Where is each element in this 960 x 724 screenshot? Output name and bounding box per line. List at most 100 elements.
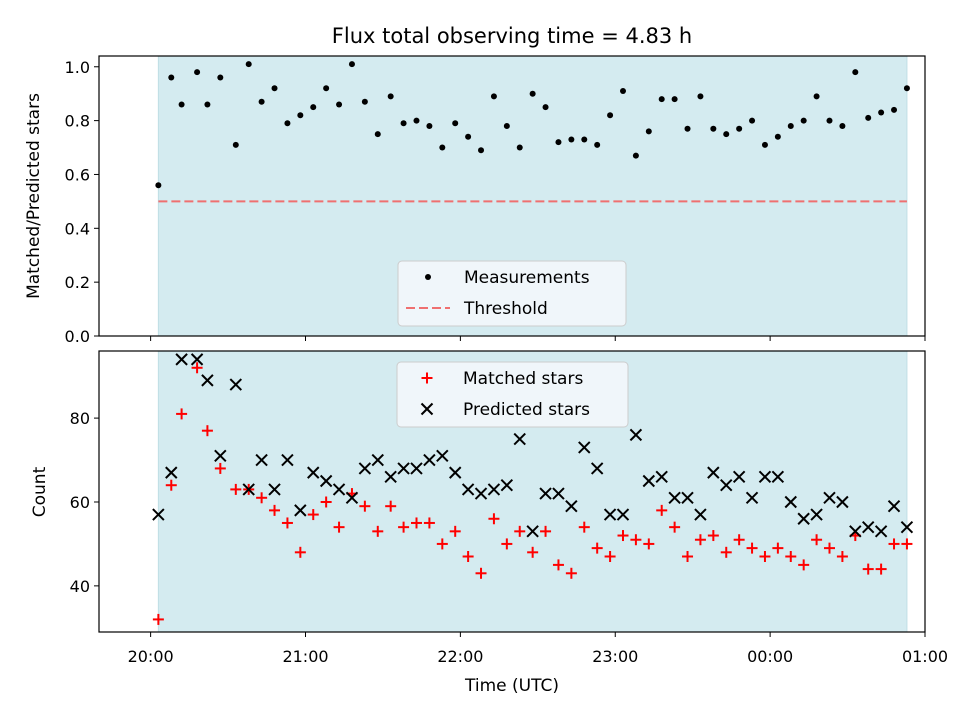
predicted-stars-point (823, 491, 836, 504)
measurement-point (232, 141, 239, 148)
matched-stars-point (488, 513, 500, 525)
top-y-axis-label: Matched/Predicted stars (24, 93, 44, 299)
matched-stars-point (875, 563, 887, 575)
matched-stars-point (617, 530, 629, 542)
measurement-point (271, 85, 278, 92)
x-axis-label: Time (UTC) (464, 676, 559, 696)
matched-stars-point (552, 559, 564, 571)
predicted-stars-point (165, 466, 178, 479)
legend-matched-marker (421, 372, 433, 384)
x-tick-label: 20:00 (128, 647, 174, 666)
y-tick-label: 0.0 (65, 327, 90, 346)
predicted-stars-point (784, 495, 797, 509)
measurement-point (555, 139, 562, 146)
measurement-point (761, 141, 768, 148)
matched-stars-point (423, 517, 435, 529)
matched-stars-point (901, 538, 913, 550)
measurement-point (155, 182, 162, 189)
x-tick-label: 00:00 (747, 647, 793, 666)
y-tick-label: 40 (70, 577, 90, 596)
matched-stars-point (214, 462, 226, 474)
measurement-point (865, 114, 872, 121)
predicted-stars-point (281, 453, 294, 467)
predicted-stars-point (242, 483, 255, 496)
predicted-stars-point (900, 520, 914, 534)
predicted-stars-point (345, 491, 359, 504)
matched-stars-point (772, 542, 784, 554)
predicted-stars-point (371, 453, 384, 467)
measurement-point (607, 112, 614, 119)
matched-stars-point (604, 551, 616, 563)
matched-stars-point (294, 546, 306, 558)
matched-stars-point (759, 551, 771, 563)
matched-stars-point (165, 479, 177, 491)
matched-stars-point (707, 530, 719, 542)
matched-stars-point (436, 538, 448, 550)
measurement-point (178, 101, 185, 108)
measurement-point (542, 104, 549, 111)
predicted-stars-point (578, 441, 591, 454)
x-tick-label: 23:00 (592, 647, 638, 666)
predicted-stars-point (397, 462, 410, 475)
predicted-stars-point (771, 470, 785, 484)
predicted-stars-point (526, 525, 539, 538)
matched-stars-point (320, 496, 332, 508)
legend-label: Threshold (463, 299, 548, 319)
axes-frame (98, 350, 926, 633)
predicted-stars-point (214, 449, 227, 463)
matched-stars-point (836, 551, 848, 563)
predicted-stars-point (887, 499, 901, 513)
predicted-stars-point (745, 491, 759, 504)
measurement-point (361, 98, 368, 105)
legend-measurement-marker (425, 274, 431, 280)
predicted-stars-point (500, 479, 514, 492)
y-tick-label: 0.4 (65, 219, 90, 238)
matched-stars-point (514, 525, 526, 537)
matched-stars-point (811, 534, 823, 546)
measurement-point (297, 112, 304, 119)
legend-predicted-marker (420, 402, 434, 416)
matched-stars-point (281, 517, 293, 529)
predicted-stars-point (152, 508, 165, 521)
predicted-stars-point (190, 353, 204, 366)
measurement-point (426, 123, 433, 129)
predicted-stars-point (423, 453, 436, 467)
predicted-stars-point (862, 520, 875, 534)
matched-stars-point (527, 546, 539, 558)
predicted-stars-point (332, 483, 346, 496)
predicted-stars-point (732, 470, 746, 484)
measurement-point (581, 136, 588, 143)
predicted-stars-point (720, 479, 733, 492)
matched-stars-point (307, 509, 319, 521)
matched-stars-point (656, 504, 668, 516)
legend: Measurements Threshold (397, 260, 627, 327)
matched-stars-point (176, 408, 188, 420)
matched-stars-point (398, 521, 410, 533)
measurement-point (774, 133, 781, 140)
predicted-stars-point (758, 470, 772, 484)
measurement-point (852, 69, 859, 76)
predicted-stars-point (436, 449, 449, 463)
predicted-stars-point (268, 483, 281, 496)
predicted-stars-point (642, 474, 656, 488)
matched-stars-point (540, 525, 552, 537)
measurement-point (374, 131, 381, 138)
y-tick-label: 0.8 (65, 112, 90, 131)
measurement-point (619, 88, 626, 94)
predicted-stars-point (707, 466, 720, 479)
predicted-stars-point (810, 508, 823, 521)
predicted-stars-point (694, 508, 707, 521)
predicted-stars-point (294, 504, 307, 517)
chart-title: Flux total observing time = 4.83 h (332, 24, 692, 48)
y-tick-label: 0.6 (65, 165, 90, 184)
predicted-stars-point (603, 508, 617, 521)
measurement-point (478, 147, 485, 154)
measurement-point (503, 123, 510, 129)
measurement-point (684, 125, 691, 132)
y-tick-label: 1.0 (65, 58, 90, 77)
predicted-stars-point (513, 432, 526, 446)
measurement-point (245, 61, 252, 68)
measurement-point (787, 123, 794, 129)
measurement-point (800, 117, 807, 124)
legend-box (397, 260, 627, 327)
